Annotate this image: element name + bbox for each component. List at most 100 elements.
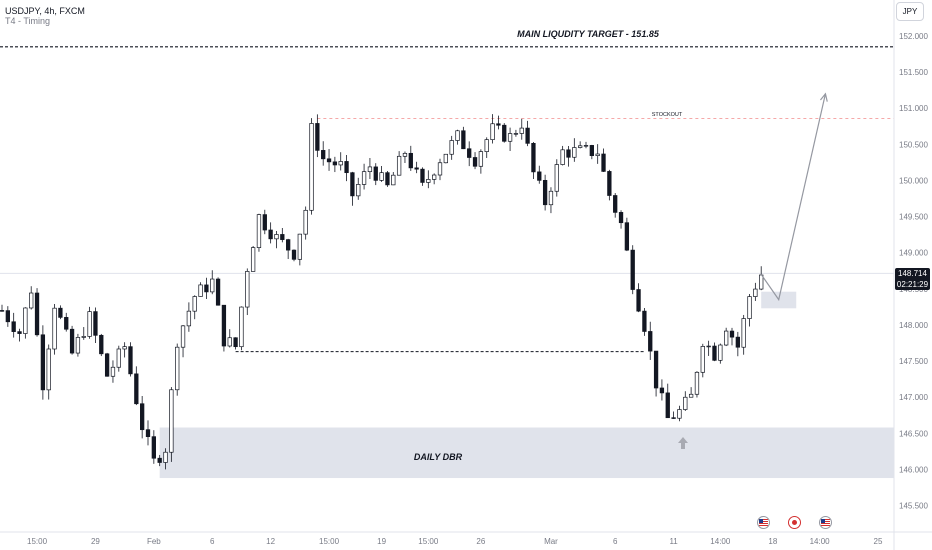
candle-body xyxy=(169,389,174,453)
candle-body xyxy=(671,417,676,419)
candle-body xyxy=(23,307,28,334)
candle-body xyxy=(741,318,746,348)
indicator-label: T4 - Timing xyxy=(5,16,51,26)
projection-path xyxy=(760,93,827,302)
candle-body xyxy=(180,325,186,348)
candle-body xyxy=(40,334,46,391)
candle-body xyxy=(134,373,139,405)
y-tick-label: 148.000 xyxy=(899,321,928,330)
last-price-badge: 148.714 02:21:29 xyxy=(895,268,930,290)
projection-arrowhead xyxy=(819,92,828,102)
x-tick-label: 14:00 xyxy=(810,537,831,546)
candle-body xyxy=(396,155,402,176)
candle-body xyxy=(0,310,5,312)
candle-body xyxy=(350,172,355,197)
candle-body xyxy=(595,153,600,156)
candle-body xyxy=(566,149,571,158)
time-axis: 15:00 29 Feb 6 12 15:00 19 15:00 26 Mar 6 11 14:00 18… xyxy=(27,537,883,546)
candle-body xyxy=(408,152,413,169)
candle-body xyxy=(630,249,635,290)
candle-body xyxy=(204,284,209,293)
bar-countdown: 02:21:29 xyxy=(896,280,929,289)
candle-body xyxy=(537,171,542,181)
candle-body xyxy=(659,387,665,394)
candle-body xyxy=(718,344,723,361)
candle-body xyxy=(116,348,121,368)
candle-body xyxy=(449,140,454,155)
x-tick-label: 18 xyxy=(768,537,777,546)
x-tick-label: 6 xyxy=(210,537,215,546)
candle-body xyxy=(490,123,495,141)
candle-body xyxy=(484,139,489,152)
candle-body xyxy=(297,233,302,260)
candle-body xyxy=(542,179,548,206)
candle-body xyxy=(58,307,63,318)
candle-body xyxy=(478,151,484,167)
y-tick-label: 150.000 xyxy=(899,176,928,185)
y-tick-label: 145.500 xyxy=(899,501,928,510)
candle-body xyxy=(391,174,396,186)
candle-body xyxy=(554,164,559,192)
candle-body xyxy=(618,212,624,224)
x-tick-label: 19 xyxy=(377,537,386,546)
candle-body xyxy=(186,310,192,327)
candle-body xyxy=(175,346,180,391)
candle-body xyxy=(437,162,443,176)
candle-body xyxy=(326,158,332,163)
candle-body xyxy=(361,171,367,185)
y-tick-label: 149.000 xyxy=(899,249,928,258)
candle-body xyxy=(519,127,524,134)
us-flag-icon[interactable] xyxy=(757,516,770,529)
currency-button[interactable]: JPY xyxy=(896,2,924,21)
candle-body xyxy=(69,328,75,354)
candle-body xyxy=(309,123,314,211)
candle-body xyxy=(700,346,705,373)
candle-body xyxy=(163,451,168,463)
y-tick-label: 146.000 xyxy=(899,465,928,474)
x-tick-label: 14:00 xyxy=(710,537,731,546)
candle-body xyxy=(496,123,501,126)
candle-body xyxy=(356,184,361,197)
candle-body xyxy=(245,271,250,308)
candle-body xyxy=(46,348,51,391)
candle-body xyxy=(688,393,694,398)
candle-body xyxy=(221,304,227,347)
candle-body xyxy=(81,336,86,338)
projection-layer xyxy=(760,92,828,302)
candle-body xyxy=(385,172,390,186)
y-tick-label: 150.500 xyxy=(899,140,928,149)
us-flag-icon[interactable] xyxy=(819,516,832,529)
candle-body xyxy=(52,307,57,350)
candle-body xyxy=(99,334,104,355)
candle-body xyxy=(379,172,384,181)
x-tick-label: 25 xyxy=(874,537,883,546)
candle-body xyxy=(321,150,326,160)
candle-body xyxy=(11,321,16,332)
event-dot-icon[interactable] xyxy=(788,516,801,529)
candle-body xyxy=(420,168,425,183)
candle-body xyxy=(624,222,630,251)
candle-body xyxy=(198,284,203,297)
symbol-title: USDJPY, 4h, FXCM xyxy=(5,6,85,16)
candle-body xyxy=(531,142,536,173)
candle-body xyxy=(332,161,338,166)
candle-body xyxy=(215,278,221,306)
candle-body xyxy=(110,366,116,377)
candle-body xyxy=(513,133,519,135)
candle-body xyxy=(303,209,308,235)
candle-body xyxy=(34,292,40,336)
candle-body xyxy=(729,330,735,338)
candle-body xyxy=(128,346,133,375)
candle-body xyxy=(75,337,81,354)
candle-body xyxy=(239,306,244,348)
price-axis: 152.000 151.500 151.000 150.500 150.000 149.5… xyxy=(899,32,928,510)
candle-body xyxy=(683,396,688,410)
candle-body xyxy=(572,147,577,158)
candle-body xyxy=(548,190,554,206)
x-tick-label: 29 xyxy=(91,537,100,546)
candle-body xyxy=(64,317,69,330)
candle-body xyxy=(151,436,156,459)
candle-body xyxy=(583,145,589,147)
candle-body xyxy=(507,133,513,142)
